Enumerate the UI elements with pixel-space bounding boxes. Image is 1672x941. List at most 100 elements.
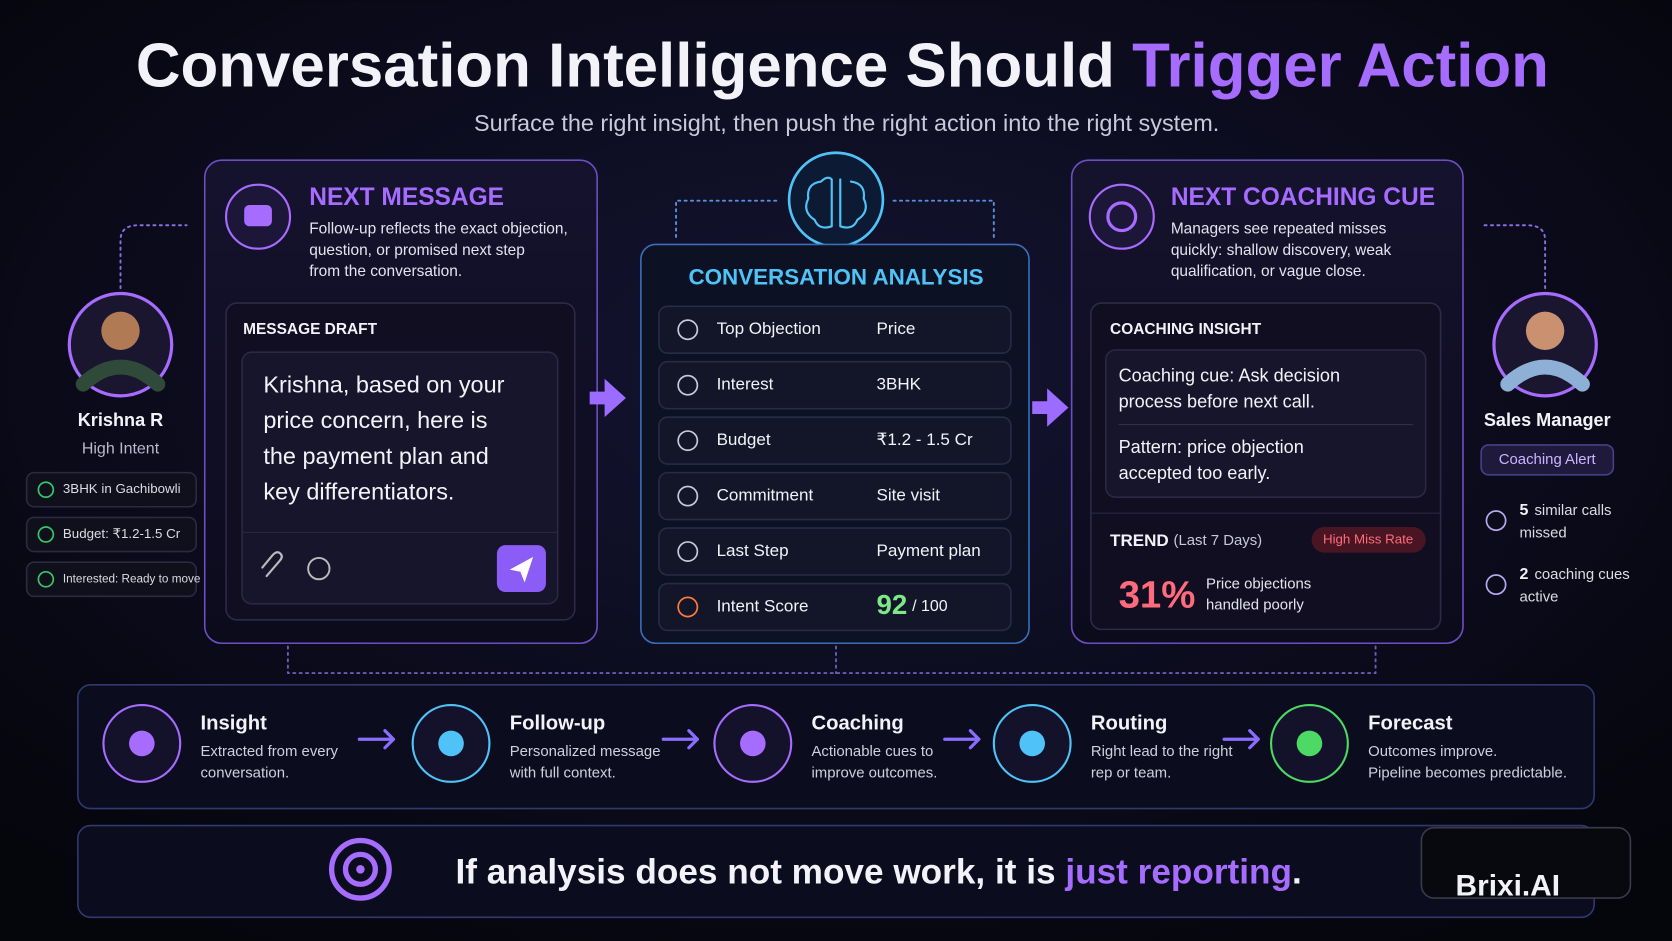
flow-text: improve outcomes. xyxy=(811,764,937,781)
title-accent: Trigger Action xyxy=(1132,32,1549,101)
flow-arrow xyxy=(661,729,699,750)
stat-text: missed xyxy=(1520,524,1567,541)
emoji-icon xyxy=(307,556,331,581)
footer-accent: just reporting xyxy=(1064,853,1292,892)
score-suffix: / 100 xyxy=(912,598,948,615)
insight-label: COACHING INSIGHT xyxy=(1110,321,1262,338)
row-icon xyxy=(677,319,699,341)
subtitle: Surface the right insight, then push the… xyxy=(474,110,1219,136)
brand: Brixi.AI xyxy=(1456,869,1560,902)
footer-end: . xyxy=(1292,853,1302,892)
target-icon xyxy=(1106,201,1138,233)
target-icon xyxy=(356,865,365,874)
row-label: Top Objection xyxy=(717,319,821,338)
stat-count: 2 xyxy=(1520,566,1529,583)
connector xyxy=(890,199,995,238)
flow-arrow xyxy=(589,378,626,418)
stat-text: active xyxy=(1520,588,1559,605)
stat-icon xyxy=(1485,510,1507,532)
row-icon xyxy=(677,596,699,618)
stat-count: 5 xyxy=(1520,502,1529,519)
chat-icon xyxy=(244,204,272,227)
brain-lines xyxy=(805,176,867,229)
score: 92 xyxy=(877,589,908,620)
footer-main: If analysis does not move work, it is xyxy=(456,853,1056,892)
analysis-row xyxy=(658,305,1012,355)
card-title: NEXT MESSAGE xyxy=(309,184,504,211)
tag-icon xyxy=(37,481,55,499)
card-description: from the conversation. xyxy=(309,263,462,280)
insight-box xyxy=(1104,349,1427,498)
trend-period: (Last 7 Days) xyxy=(1174,532,1263,549)
avatar-head xyxy=(101,311,140,351)
attach-icon xyxy=(261,551,283,578)
trend-text: handled poorly xyxy=(1206,596,1304,613)
insight-text: process before next call. xyxy=(1119,392,1315,412)
tag-text: Budget: ₹1.2-1.5 Cr xyxy=(63,526,181,541)
connector xyxy=(119,224,188,290)
brain-icon xyxy=(787,151,885,248)
title-main: Conversation Intelligence Should xyxy=(136,32,1115,101)
draft-text: price concern, here is xyxy=(263,407,487,433)
tag-icon xyxy=(37,526,55,543)
flow-text: with full context. xyxy=(509,764,616,781)
flow-text: conversation. xyxy=(200,764,289,781)
row-icon xyxy=(677,430,699,452)
tag-text: 3BHK in Gachibowli xyxy=(63,481,181,496)
tag xyxy=(25,516,198,553)
title: Conversation Intelligence Should Trigger… xyxy=(136,32,1549,101)
flow-title: Insight xyxy=(200,713,267,735)
row-value: ₹1.2 - 1.5 Cr xyxy=(877,430,973,449)
flow-title: Routing xyxy=(1091,713,1167,735)
insight-text: Pattern: price objection xyxy=(1119,437,1304,457)
card-icon xyxy=(1088,183,1155,250)
flow-icon-glyph xyxy=(438,730,464,757)
flow-icon-glyph xyxy=(129,730,155,757)
send-icon xyxy=(509,556,534,583)
flow-text: Right lead to the right xyxy=(1091,743,1234,760)
flow-arrow xyxy=(943,729,981,750)
tag-icon xyxy=(37,570,55,588)
person-name: Krishna R xyxy=(78,410,164,430)
row-icon xyxy=(677,541,699,562)
row-label: Last Step xyxy=(717,541,789,560)
connector xyxy=(675,199,782,238)
stat-text: coaching cues xyxy=(1534,566,1629,583)
row-value: 92 / 100 xyxy=(877,589,948,620)
target-icon xyxy=(342,851,379,887)
row-label: Budget xyxy=(717,430,771,449)
flow-arrow xyxy=(1032,388,1069,427)
avatar-body xyxy=(75,359,166,392)
analysis-row xyxy=(658,360,1012,410)
card-description: qualification, or vague close. xyxy=(1171,263,1366,280)
flow-text: Actionable cues to xyxy=(811,743,933,760)
card-title: NEXT COACHING CUE xyxy=(1171,184,1435,211)
trend-label: TREND (Last 7 Days) xyxy=(1110,530,1262,549)
trend-text: Price objections xyxy=(1206,576,1311,593)
insight-text: accepted too early. xyxy=(1119,463,1271,483)
badge-text: Coaching Alert xyxy=(1499,451,1597,468)
person-status: High Intent xyxy=(82,440,160,457)
flow-icon-glyph xyxy=(1019,730,1045,757)
draft-text: Krishna, based on your xyxy=(263,371,504,397)
row-label: Interest xyxy=(717,375,774,394)
analysis-row xyxy=(658,471,1012,521)
card-description: Follow-up reflects the exact objection, xyxy=(309,221,568,238)
draft-box xyxy=(241,351,559,605)
row-icon xyxy=(677,374,699,396)
draft-text: the payment plan and xyxy=(263,443,488,469)
row-icon xyxy=(677,485,699,507)
flow-title: Follow-up xyxy=(510,713,606,735)
flow-icon-glyph xyxy=(740,730,766,757)
row-value: 3BHK xyxy=(877,375,922,394)
stat-icon xyxy=(1485,574,1507,596)
insight-text: Coaching cue: Ask decision xyxy=(1119,365,1340,385)
card-title: CONVERSATION ANALYSIS xyxy=(688,264,983,289)
row-value: Price xyxy=(877,319,916,338)
avatar-head xyxy=(1525,311,1565,351)
badge xyxy=(1311,527,1426,553)
trend-value: 31% xyxy=(1119,574,1196,617)
footer-text: If analysis does not move work, it is ju… xyxy=(456,853,1302,892)
